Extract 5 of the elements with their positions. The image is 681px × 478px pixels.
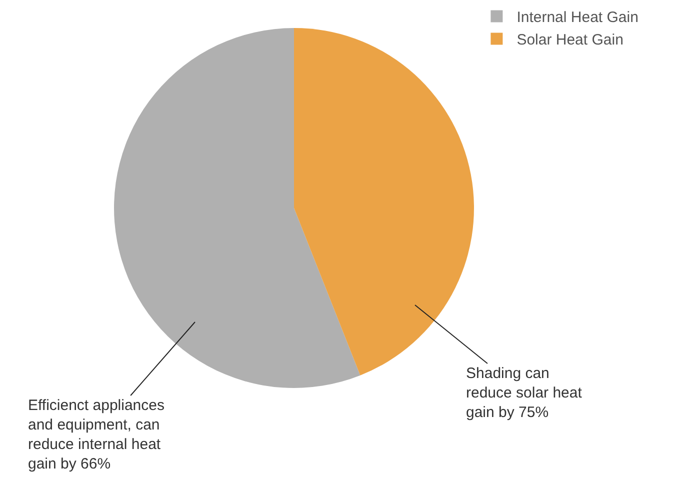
pie-slice bbox=[114, 28, 360, 388]
text: Efficienct appliances and equipment, can reduce internal heat gain by 66% bbox=[28, 397, 164, 472]
legend-label: Internal Heat Gain bbox=[516, 9, 638, 26]
legend-label: Solar Heat Gain bbox=[516, 32, 624, 49]
text: Shading can reduce solar heat gain by 75% bbox=[466, 365, 583, 421]
